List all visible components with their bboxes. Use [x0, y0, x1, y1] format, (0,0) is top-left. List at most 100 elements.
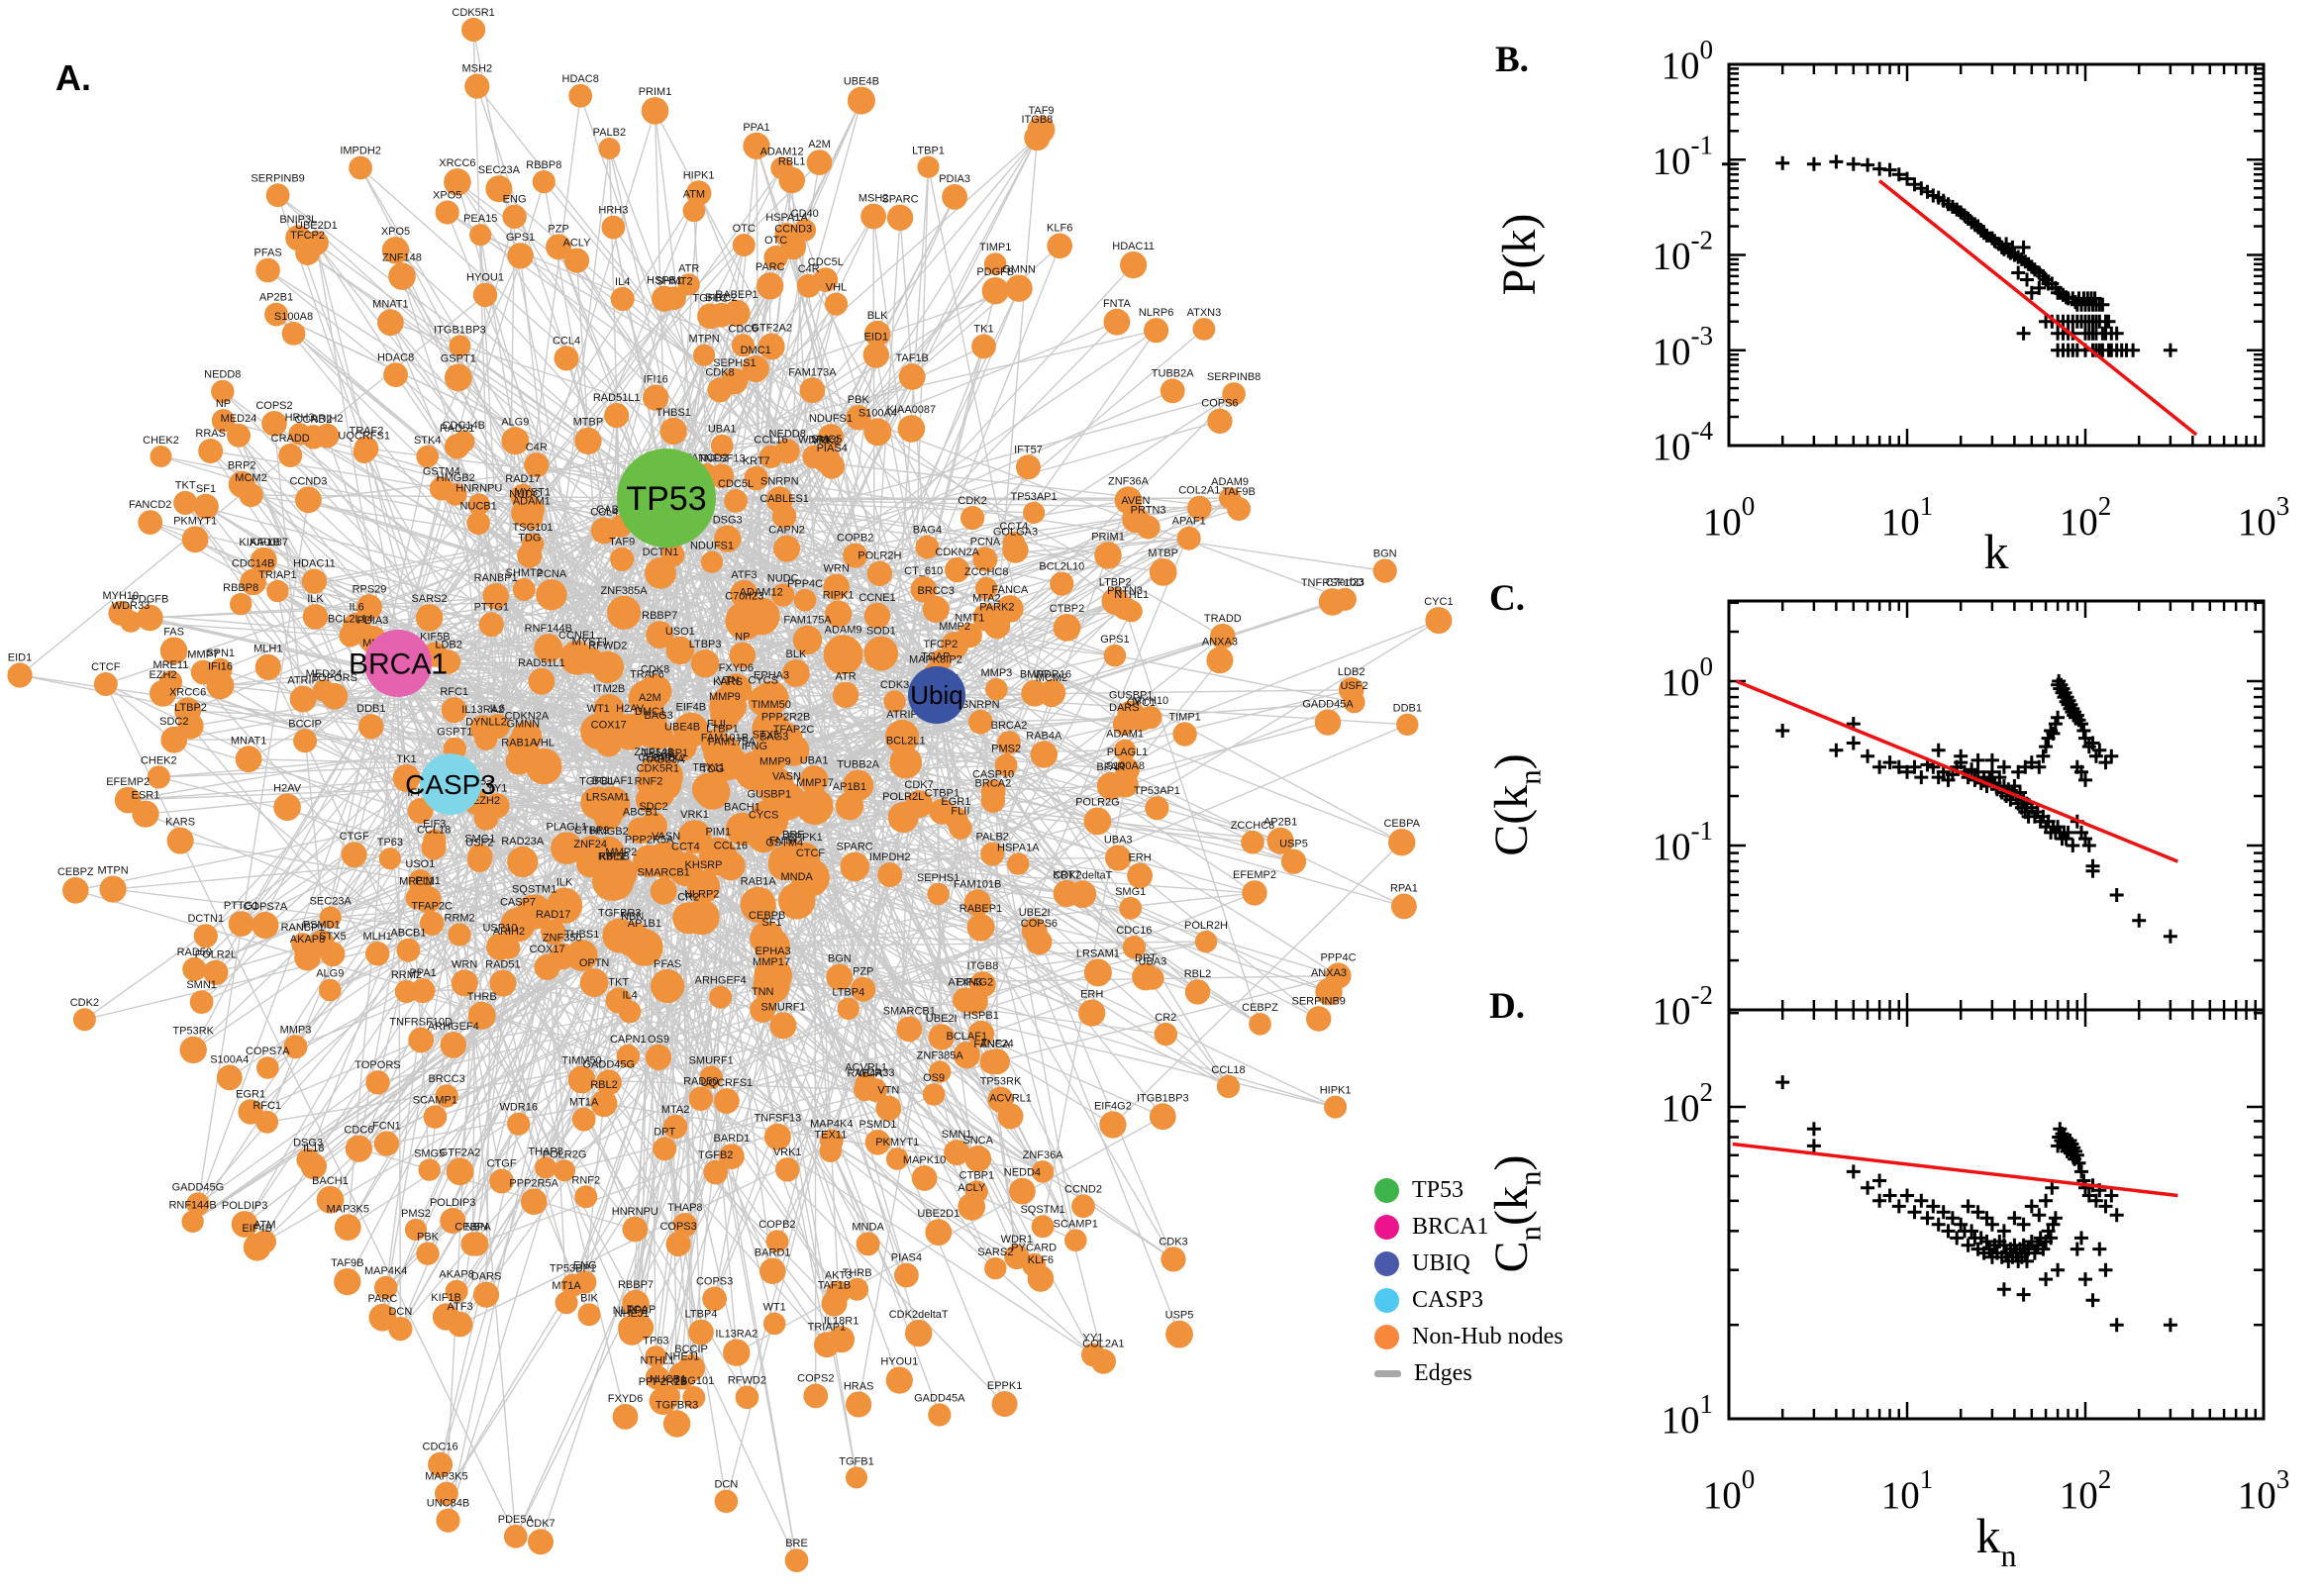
network-node-label: TNFSF13: [698, 452, 746, 464]
network-node: [532, 170, 556, 194]
legend-label: UBIQ: [1412, 1250, 1470, 1276]
network-node: [980, 788, 1006, 813]
network-node-label: EGR1: [236, 1088, 265, 1100]
network-node: [984, 1256, 1007, 1280]
network-node-label: MMP3: [280, 1024, 312, 1036]
network-nodes: [7, 17, 1453, 1572]
hub-node-ubiq: [908, 666, 965, 724]
network-node: [1005, 274, 1033, 302]
network-node-label: HMGB2: [590, 826, 629, 838]
network-node-label: XRCC6: [169, 686, 206, 698]
network-node-label: ZNF385A: [601, 585, 649, 597]
network-node-label: XRCC6: [439, 157, 475, 169]
network-node-label: NEDD4: [1004, 1167, 1041, 1179]
network-node-label: PDGFB: [131, 594, 168, 606]
network-node-label: ABCB1: [390, 928, 426, 940]
network-node-label: BCCIP: [674, 1344, 708, 1355]
network-node-label: ZNF148: [382, 251, 422, 263]
network-node-label: CTGF: [487, 1158, 517, 1170]
network-node: [419, 911, 445, 936]
network-node-label: BFAR: [1096, 761, 1125, 773]
network-node-label: CYCS: [749, 810, 779, 822]
network-node-label: RAD51: [485, 959, 520, 971]
network-node: [1064, 1229, 1087, 1251]
panel-B-fit-line: [1878, 179, 2198, 437]
network-node-label: NUCB1: [459, 501, 496, 513]
network-node: [407, 798, 434, 824]
network-node-label: BAG4: [913, 525, 942, 537]
network-node-label: VASN: [652, 831, 680, 843]
network-node: [1120, 251, 1148, 279]
network-node-label: TGFBR3: [598, 908, 641, 920]
network-node: [846, 1466, 867, 1489]
axis-tick-label: 100: [1662, 651, 1714, 704]
network-node-label: WRN: [452, 958, 477, 970]
network-node-label: DCN: [388, 1306, 412, 1318]
network-node: [672, 1213, 698, 1238]
network-node-label: GMNN: [506, 718, 540, 730]
panel-C-points: [1775, 674, 2177, 944]
network-node-label: KIF1B: [250, 537, 280, 549]
network-node: [846, 405, 871, 431]
network-node-label: ENG: [503, 194, 527, 206]
network-node: [945, 557, 970, 583]
network-node: [856, 1232, 880, 1256]
network-node: [633, 845, 665, 878]
network-node-label: ANXA3: [1311, 967, 1347, 979]
network-node: [1145, 796, 1169, 821]
network-node: [985, 678, 1008, 701]
network-node: [1039, 679, 1066, 707]
network-node: [770, 156, 793, 180]
network-node-label: CDK3: [1159, 1236, 1187, 1247]
network-node-label: COPB2: [758, 1219, 795, 1231]
network-node-label: RAB4A: [847, 1067, 883, 1079]
network-node: [1103, 644, 1127, 667]
network-node: [616, 1044, 640, 1068]
network-node-label: ZNF36A: [1023, 1149, 1064, 1161]
axis-ticks: [1727, 601, 2266, 1012]
network-node-label: TRAF6: [630, 669, 664, 681]
axis-tick-label: 101: [1662, 1389, 1714, 1442]
network-node: [189, 990, 214, 1014]
network-node: [757, 272, 784, 300]
network-node-label: WRN: [824, 563, 850, 575]
network-node-label: RANBP1: [474, 572, 518, 584]
network-node: [688, 1086, 713, 1111]
network-node-label: CTBP2: [574, 825, 609, 837]
network-node-label: GOLGA3: [993, 527, 1038, 539]
network-node: [316, 1185, 345, 1214]
network-node: [255, 1110, 279, 1134]
network-node-label: SF1: [761, 917, 781, 929]
network-node: [252, 911, 279, 940]
network-node-label: CASP10: [972, 768, 1014, 780]
network-node: [173, 490, 198, 515]
network-node: [1396, 713, 1419, 736]
network-hubs: TP53 BRCA1 Ubiq CASP3: [349, 449, 965, 815]
network-node: [910, 576, 937, 603]
network-node-label: LTBP4: [685, 1309, 718, 1321]
network-node: [211, 409, 236, 433]
network-node-label: COPS2: [797, 1373, 834, 1385]
network-node: [536, 579, 567, 611]
network-node-label: FANCA: [973, 1039, 1010, 1050]
network-node-label: TGFB2: [698, 1149, 733, 1161]
network-node: [767, 848, 801, 881]
network-node: [381, 237, 410, 264]
network-node: [472, 282, 498, 308]
network-node-label: A2M: [639, 692, 661, 704]
network-node: [1127, 862, 1153, 889]
network-node-label: CDK2: [70, 997, 99, 1009]
axis-tick-label: 10-1: [1653, 130, 1714, 182]
axis-tick-label: 10-1: [1653, 816, 1714, 868]
network-node-label: COL2A1: [1178, 485, 1220, 497]
network-node-label: TNN: [752, 986, 774, 998]
network-node-label: TP53BP1: [550, 1263, 596, 1275]
network-node-label: CASP7: [500, 897, 536, 909]
network-node: [62, 877, 89, 904]
legend-label: Non-Hub nodes: [1412, 1324, 1564, 1349]
network-node-label: CTCF: [91, 661, 121, 673]
network-node-label: PCNA: [970, 537, 1001, 549]
network-node-label: AP2B1: [1263, 817, 1297, 829]
network-node-label: CRADD: [271, 433, 310, 445]
network-node: [823, 635, 863, 675]
